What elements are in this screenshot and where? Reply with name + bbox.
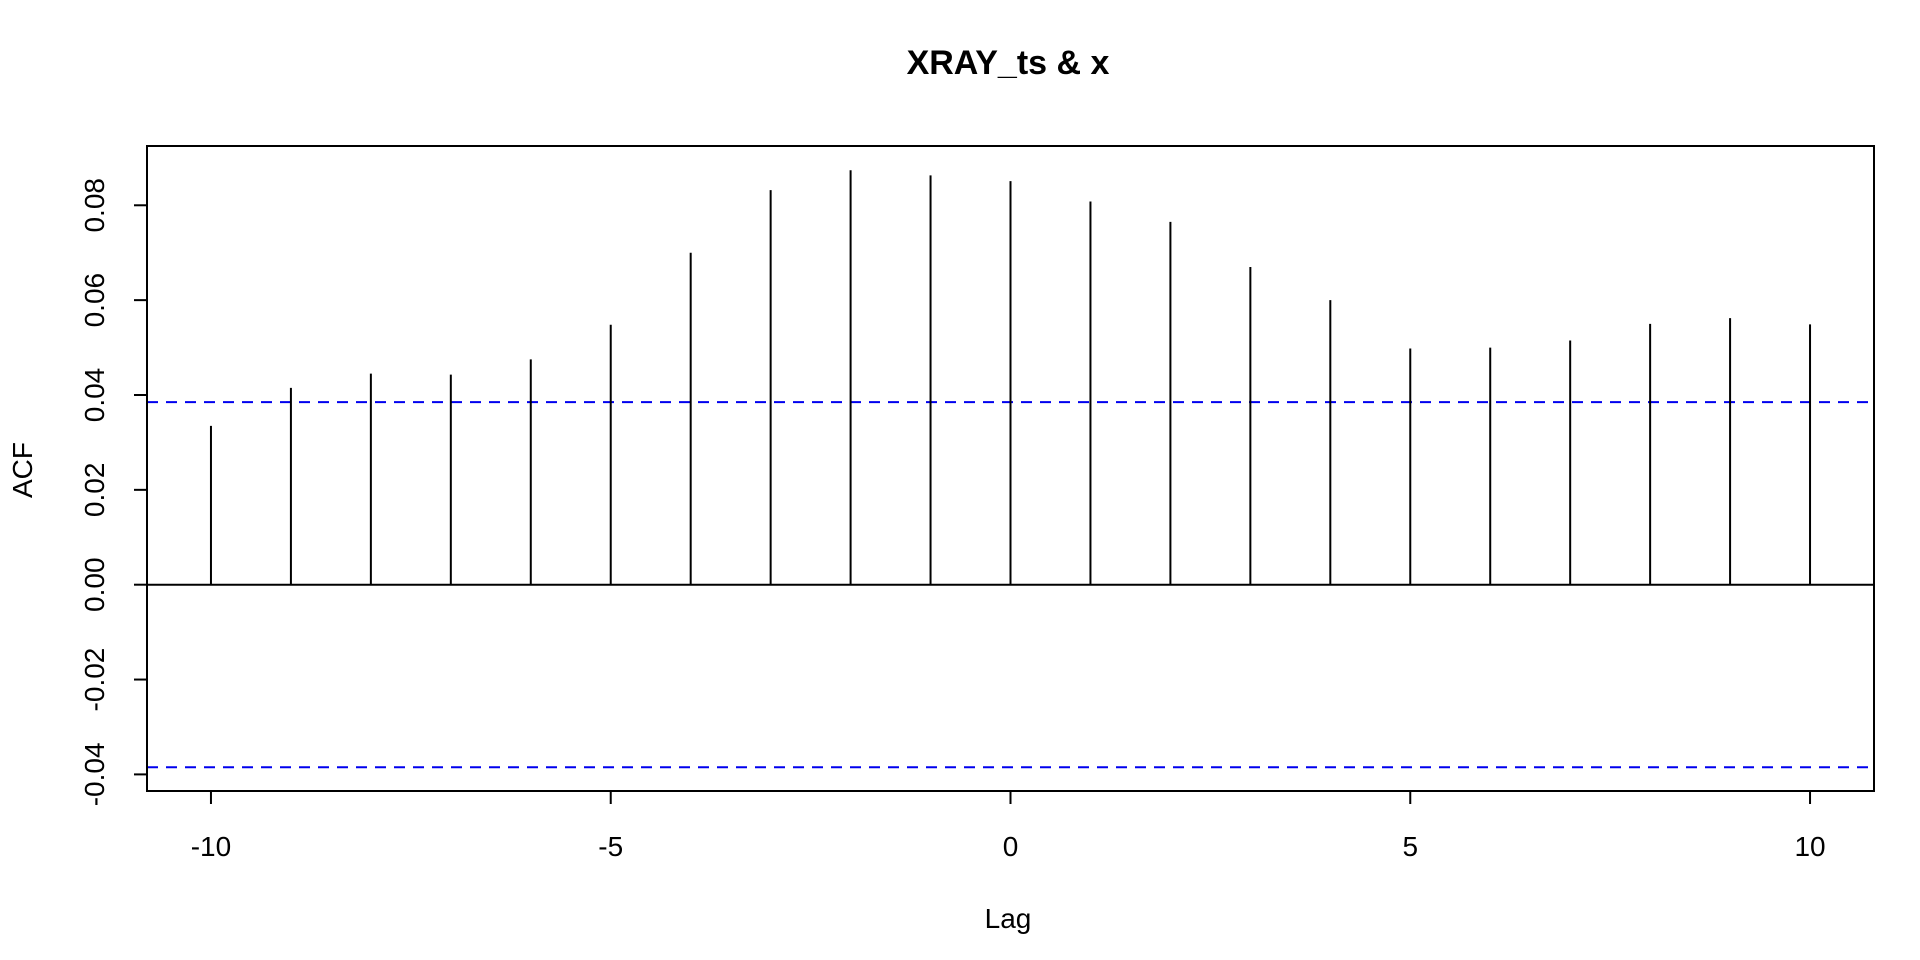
x-tick-label: 0 [1003,831,1019,862]
acf-bars [209,170,1812,585]
x-axis: -10 -5 0 5 10 [191,790,1826,862]
y-tick-label: 0.00 [79,557,110,612]
x-tick-label: 10 [1794,831,1825,862]
chart-title: XRAY_ts & x [907,44,1110,82]
y-tick-label: -0.02 [79,648,110,712]
y-tick-label: 0.08 [79,178,110,233]
x-tick-label: -10 [191,831,231,862]
x-axis-label: Lag [985,903,1032,934]
y-tick-label: 0.04 [79,368,110,423]
y-axis-label: ACF [7,442,38,498]
y-axis: -0.04 -0.02 0.00 0.02 0.04 0.06 0.08 [79,178,148,806]
y-tick-label: 0.02 [79,463,110,518]
x-tick-label: -5 [598,831,623,862]
y-tick-label: -0.04 [79,742,110,806]
y-tick-label: 0.06 [79,273,110,328]
x-tick-label: 5 [1402,831,1418,862]
